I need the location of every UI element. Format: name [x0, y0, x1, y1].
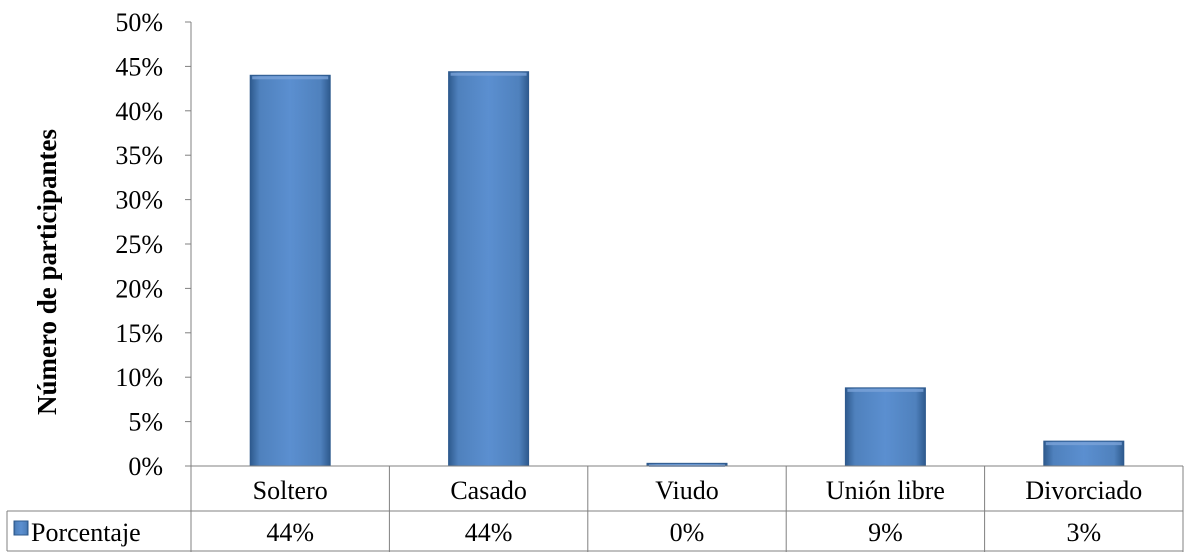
bar-casado: [448, 71, 530, 467]
y-tick-label: 25%: [115, 230, 163, 259]
category-label: Soltero: [253, 476, 328, 505]
y-tick-label: 50%: [115, 8, 163, 37]
y-tick-label: 20%: [115, 274, 163, 303]
bar-unión-libre: [844, 387, 926, 467]
bar-highlight: [450, 72, 527, 76]
bar-highlight: [847, 388, 924, 392]
category-label: Viudo: [655, 476, 718, 505]
bar-soltero: [249, 74, 331, 467]
y-tick-label: 30%: [115, 186, 163, 215]
value-label: 0%: [670, 518, 705, 547]
legend-label: Porcentaje: [31, 518, 141, 547]
y-tick-label: 35%: [115, 141, 163, 170]
y-tick-label: 5%: [128, 408, 163, 437]
y-tick-label: 0%: [128, 452, 163, 481]
category-label: Unión libre: [826, 476, 945, 505]
legend-swatch: [13, 520, 29, 536]
y-tick-label: 45%: [115, 52, 163, 81]
bar-highlight: [1045, 442, 1122, 446]
category-label: Divorciado: [1025, 476, 1142, 505]
value-label: 44%: [266, 518, 314, 547]
value-label: 9%: [868, 518, 903, 547]
y-tick-label: 40%: [115, 97, 163, 126]
value-label: 44%: [465, 518, 513, 547]
y-tick-label: 10%: [115, 363, 163, 392]
y-tick-label: 15%: [115, 319, 163, 348]
category-label: Casado: [450, 476, 527, 505]
value-label: 3%: [1066, 518, 1101, 547]
bar-highlight: [252, 76, 329, 80]
y-axis-title: Número de participantes: [32, 129, 62, 415]
